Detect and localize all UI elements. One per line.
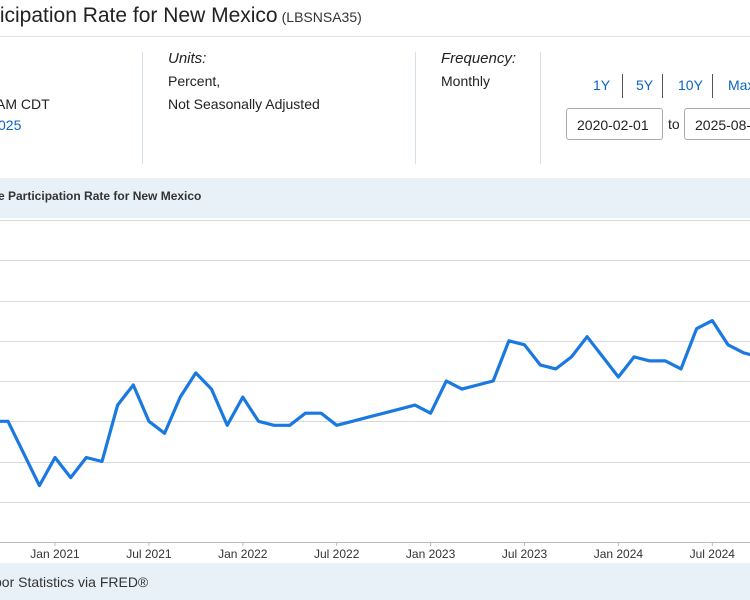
x-tick-label: Jul 2021 <box>126 547 172 561</box>
range-max-button[interactable]: Max <box>728 77 750 93</box>
chart-header: e Participation Rate for New Mexico <box>0 178 750 218</box>
release-date-link[interactable]: 025 <box>0 117 22 133</box>
frequency-value: Monthly <box>441 73 491 89</box>
range-1y-button[interactable]: 1Y <box>593 77 611 93</box>
units-line-2: Not Seasonally Adjusted <box>168 96 320 112</box>
end-date-input[interactable]: 2025-08-0 <box>684 108 750 140</box>
x-tick-label: Jul 2024 <box>690 547 736 561</box>
range-5y-button[interactable]: 5Y <box>636 77 654 93</box>
page-title: ticipation Rate for New Mexico (LBSNSA35) <box>0 4 362 28</box>
start-date-input[interactable]: 2020-02-01 <box>566 108 663 140</box>
range-separator <box>712 74 713 98</box>
header-divider <box>0 36 750 37</box>
meta-divider-2 <box>415 52 416 164</box>
range-separator <box>622 74 623 98</box>
chart-title: e Participation Rate for New Mexico <box>0 189 202 203</box>
chart-footer: bor Statistics via FRED® <box>0 563 750 600</box>
x-tick-label: Jan 2024 <box>594 547 644 561</box>
frequency-label: Frequency: <box>441 50 517 67</box>
series-line <box>0 319 750 488</box>
last-updated-time: AM CDT <box>0 96 50 112</box>
source-text: bor Statistics via FRED® <box>0 574 149 590</box>
x-axis-ticks: Jan 2021 Jul 2021 Jan 2022 Jul 2022 Jan 2023… <box>30 542 735 561</box>
series-id: (LBSNSA35) <box>281 9 362 25</box>
x-tick-label: Jan 2022 <box>218 547 268 561</box>
units-line-1: Percent, <box>168 73 221 89</box>
x-tick-label: Jul 2023 <box>502 547 548 561</box>
units-label: Units: <box>168 50 207 67</box>
x-tick-label: Jul 2022 <box>314 547 360 561</box>
line-chart[interactable]: Jan 2021 Jul 2021 Jan 2022 Jul 2022 Jan 2023… <box>0 218 750 563</box>
range-separator <box>662 74 663 98</box>
meta-divider-3 <box>540 52 541 164</box>
range-10y-button[interactable]: 10Y <box>678 77 703 93</box>
series-title: ticipation Rate for New Mexico <box>0 4 278 27</box>
x-tick-label: Jan 2021 <box>30 547 80 561</box>
to-label: to <box>668 116 680 132</box>
x-tick-label: Jan 2023 <box>406 547 456 561</box>
meta-divider-1 <box>142 52 143 164</box>
gridlines <box>0 220 750 543</box>
